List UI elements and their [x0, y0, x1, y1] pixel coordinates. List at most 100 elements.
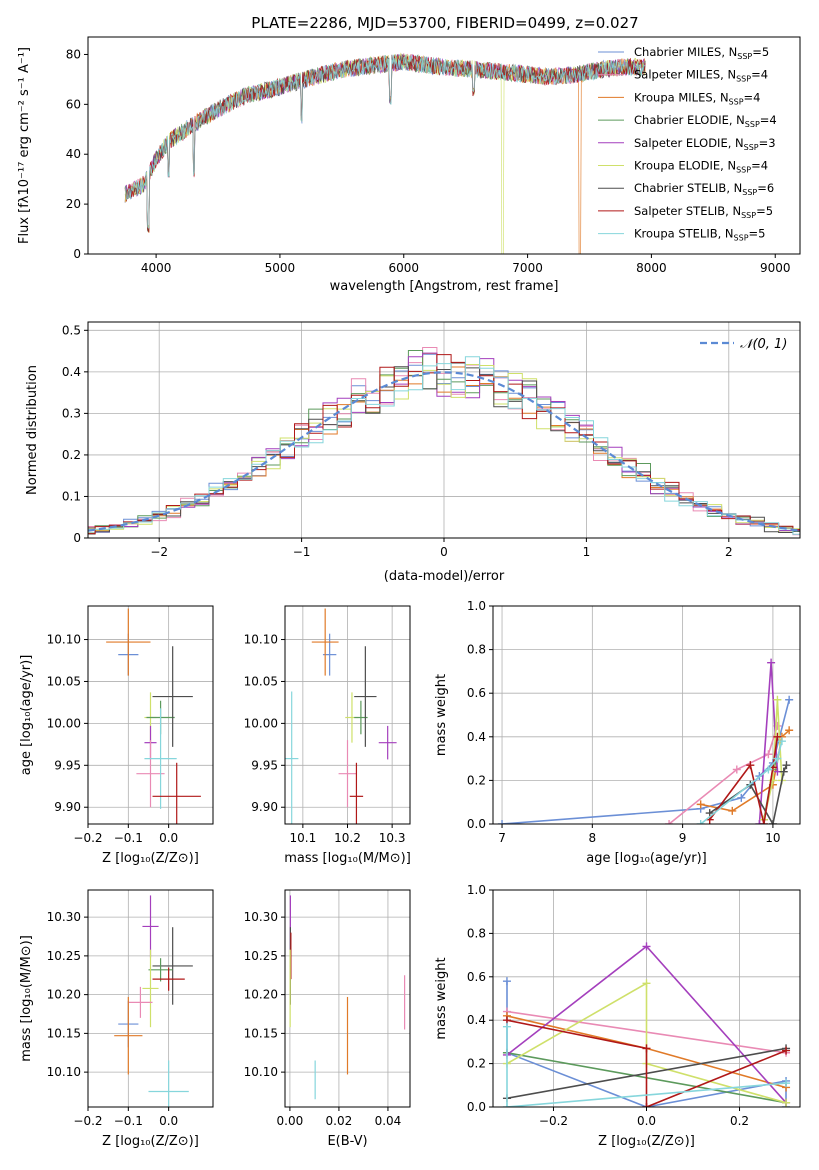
x-tick-label: −0.2	[73, 831, 102, 845]
weight-marker-salpeter_stelib	[642, 1103, 651, 1107]
y-axis-label: mass weight	[434, 674, 449, 756]
legend-entry: Chabrier ELODIE, NSSP=4	[634, 113, 777, 129]
legend-sub: SSP	[745, 120, 760, 129]
spectrum-line-salpeter_elodie	[124, 53, 646, 227]
y-tick-label: 60	[66, 97, 81, 111]
y-tick-label: 0.8	[467, 643, 486, 657]
x-tick-label: 8	[589, 831, 597, 845]
y-tick-label: 1.0	[467, 599, 486, 613]
plot-frame	[87, 605, 214, 825]
x-tick-label: 0	[440, 545, 448, 559]
y-tick-label: 0.6	[467, 686, 486, 700]
weight-marker-kroupa_stelib	[782, 1079, 791, 1088]
weight-marker-chabrier_miles	[502, 977, 511, 986]
legend-entry: Chabrier STELIB, NSSP=6	[634, 181, 774, 197]
weight-marker-chabrier_stelib	[768, 820, 777, 824]
figure-title: PLATE=2286, MJD=53700, FIBERID=0499, z=0…	[251, 14, 638, 32]
weight-marker-salpeter_elodie	[755, 820, 764, 824]
legend-tail: =3	[759, 136, 776, 150]
legend-sub: SSP	[736, 75, 751, 84]
legend-name: Kroupa ELODIE, N	[634, 159, 736, 173]
plot-frame	[87, 321, 801, 539]
x-tick-label: 0.0	[637, 1114, 656, 1128]
gaussian-reference-curve	[88, 371, 800, 532]
mass-vs-Z-plot: −0.2 −0.1 0.0 10.10 10.15 10.20 10.25 10.30 Z [l…	[19, 889, 214, 1149]
legend-entry: Kroupa ELODIE, NSSP=4	[634, 159, 768, 175]
age-vs-Z-plot: −0.2 −0.1 0.0 9.90 9.95 10.00 10.05 10.10 Z [log…	[19, 605, 214, 866]
weight-marker-chabrier_stelib	[782, 761, 791, 770]
x-tick-label: 1	[583, 545, 591, 559]
y-tick-label: 10.25	[47, 949, 81, 963]
x-tick-label: 9	[679, 831, 687, 845]
histogram-salpeter_stelib	[88, 354, 800, 535]
weight-marker-kroupa_elodie	[773, 695, 782, 704]
x-tick-label: −0.2	[539, 1114, 568, 1128]
legend-name: Kroupa MILES, N	[634, 90, 729, 104]
weight-line-kroupa_stelib	[700, 740, 783, 824]
spectrum-series-group	[124, 52, 646, 254]
spectrum-line-chabrier_stelib	[124, 53, 646, 232]
legend-sub: SSP	[741, 211, 756, 220]
legend-sub: SSP	[742, 188, 757, 197]
y-tick-label: 10.05	[47, 674, 81, 688]
x-tick-label: 2	[725, 545, 733, 559]
x-tick-label: −1	[293, 545, 311, 559]
y-tick-label: 10.05	[244, 674, 278, 688]
weight-lines-group	[498, 658, 794, 824]
y-tick-label: 0.4	[62, 365, 81, 379]
x-axis-label: age [log₁₀(age/yr)]	[586, 851, 707, 866]
y-tick-label: 0.5	[62, 323, 81, 337]
spectrum-line-kroupa_miles	[124, 55, 646, 254]
weight-marker-kroupa_miles	[785, 726, 794, 735]
y-axis-label: Flux [fλ10⁻¹⁷ erg cm⁻² s⁻¹ A⁻¹]	[17, 47, 32, 244]
x-tick-label: 0.0	[159, 1114, 178, 1128]
legend-entry: Salpeter ELODIE, NSSP=3	[634, 136, 776, 152]
weight-marker-kroupa_stelib	[764, 765, 773, 774]
legend-tail: =4	[751, 159, 768, 173]
histogram-group	[88, 347, 800, 536]
y-tick-label: 0	[73, 247, 81, 261]
x-tick-label: 0.04	[375, 1114, 402, 1128]
y-tick-label: 10.00	[244, 716, 278, 730]
histogram-salpeter_elodie	[88, 352, 800, 533]
legend-tail: =4	[744, 90, 761, 104]
spectrum-plot: 4000 5000 6000 7000 8000 9000 0 20 40 60 80 wavelen…	[17, 36, 801, 294]
weight-marker-kroupa_elodie	[642, 979, 651, 988]
y-tick-label: 10.15	[47, 1026, 81, 1040]
x-tick-label: 0.0	[159, 831, 178, 845]
y-tick-label: 40	[66, 147, 81, 161]
x-tick-label: 7000	[512, 261, 543, 275]
weight-marker-salpeter_miles	[732, 765, 741, 774]
weight-marker-chabrier_miles	[785, 695, 794, 704]
weight-marker-salpeter_stelib	[642, 1044, 651, 1053]
weight-marker-salpeter_elodie	[767, 658, 776, 667]
weight-marker-salpeter_miles	[665, 820, 674, 824]
y-tick-label: 10.10	[47, 633, 81, 647]
errorbar-group	[285, 608, 397, 824]
x-tick-label: −0.1	[114, 831, 143, 845]
weight-marker-chabrier_miles	[498, 820, 507, 824]
weight-marker-salpeter_elodie	[642, 942, 651, 951]
y-tick-label: 0.6	[467, 970, 486, 984]
x-tick-label: 10.3	[379, 831, 406, 845]
y-tick-label: 10.15	[244, 1026, 278, 1040]
legend-entry: Salpeter STELIB, NSSP=5	[634, 204, 773, 220]
legend-name: Chabrier STELIB, N	[634, 181, 742, 195]
spectrum-line-salpeter_miles	[124, 52, 646, 232]
x-tick-label: 0.00	[277, 1114, 304, 1128]
spectrum-line-chabrier_miles	[124, 53, 646, 232]
plots-layer: 4000 5000 6000 7000 8000 9000020406080wavelen…	[17, 36, 801, 1149]
weight-marker-kroupa_elodie	[782, 1098, 791, 1107]
legend-entry: Salpeter MILES, NSSP=4	[634, 68, 768, 84]
weight-marker-kroupa_stelib	[502, 1022, 511, 1031]
y-tick-label: 0.2	[467, 773, 486, 787]
x-axis-label: mass [log₁₀(M/M⊙)]	[284, 851, 411, 866]
y-tick-label: 0.2	[467, 1057, 486, 1071]
x-axis-label: Z [log₁₀(Z/Z⊙)]	[102, 1134, 199, 1149]
spectrum-line-kroupa_elodie	[124, 52, 646, 254]
x-tick-label: 4000	[141, 261, 172, 275]
weight-marker-salpeter_miles	[764, 750, 773, 759]
weight-marker-salpeter_stelib	[773, 732, 782, 741]
x-tick-label: 10.1	[289, 831, 316, 845]
mass-weight-vs-age-plot: 7 8 9 10 0.0 0.2 0.4 0.6 0.8 1.0 age [log₁₀(age/yr…	[434, 599, 801, 866]
